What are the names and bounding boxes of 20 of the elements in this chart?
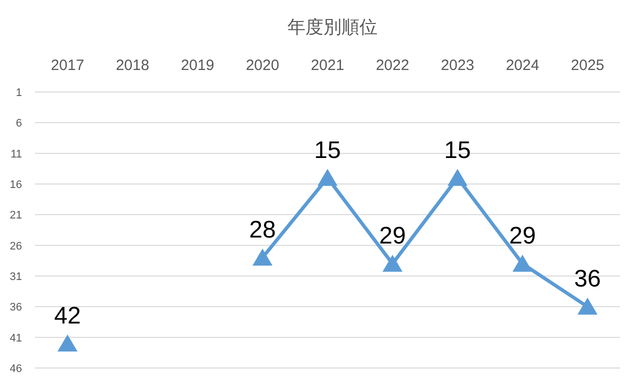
x-tick-label: 2020 bbox=[246, 57, 280, 74]
y-tick-label: 16 bbox=[10, 179, 22, 191]
y-tick-label: 21 bbox=[10, 210, 22, 222]
x-tick-label: 2018 bbox=[116, 57, 150, 74]
x-tick-label: 2022 bbox=[376, 57, 410, 74]
y-tick-label: 46 bbox=[10, 363, 22, 375]
x-tick-label: 2019 bbox=[180, 57, 214, 74]
x-tick-label: 2021 bbox=[310, 57, 344, 74]
x-tick-label: 2023 bbox=[440, 57, 474, 74]
x-tick-label: 2024 bbox=[506, 57, 540, 74]
title: 年度別順位 bbox=[288, 17, 378, 37]
x-tick-label: 2017 bbox=[50, 57, 84, 74]
y-tick-label: 11 bbox=[10, 148, 22, 160]
y-tick-label: 31 bbox=[10, 271, 22, 283]
x-tick-label: 2025 bbox=[570, 57, 604, 74]
y-tick-label: 26 bbox=[10, 240, 22, 252]
y-tick-label: 41 bbox=[10, 332, 22, 344]
y-tick-label: 1 bbox=[16, 87, 22, 99]
y-tick-label: 36 bbox=[10, 302, 22, 314]
y-tick-label: 6 bbox=[16, 118, 22, 130]
